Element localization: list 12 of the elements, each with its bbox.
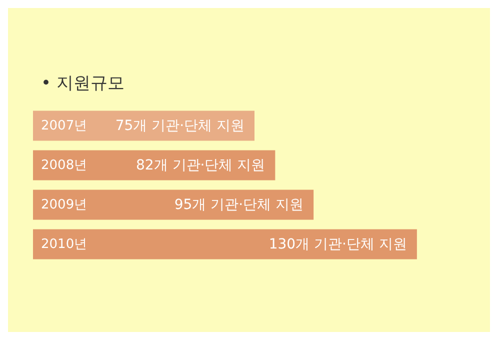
chart-title: • 지원규모 xyxy=(41,74,124,94)
data-label: 130개 기관·단체 지원 xyxy=(268,236,407,252)
data-label: 75개 기관·단체 지원 xyxy=(115,118,244,134)
y-tick-label: 2008년 xyxy=(41,158,88,173)
y-tick-label: 2010년 xyxy=(41,236,88,252)
y-tick-label: 2009년 xyxy=(41,197,88,212)
data-label: 82개 기관·단체 지원 xyxy=(136,157,266,174)
bar xyxy=(33,229,417,260)
bar xyxy=(33,150,276,180)
data-label: 95개 기관·단체 지원 xyxy=(174,196,304,213)
y-tick-label: 2007년 xyxy=(41,118,88,134)
bar xyxy=(33,190,314,220)
